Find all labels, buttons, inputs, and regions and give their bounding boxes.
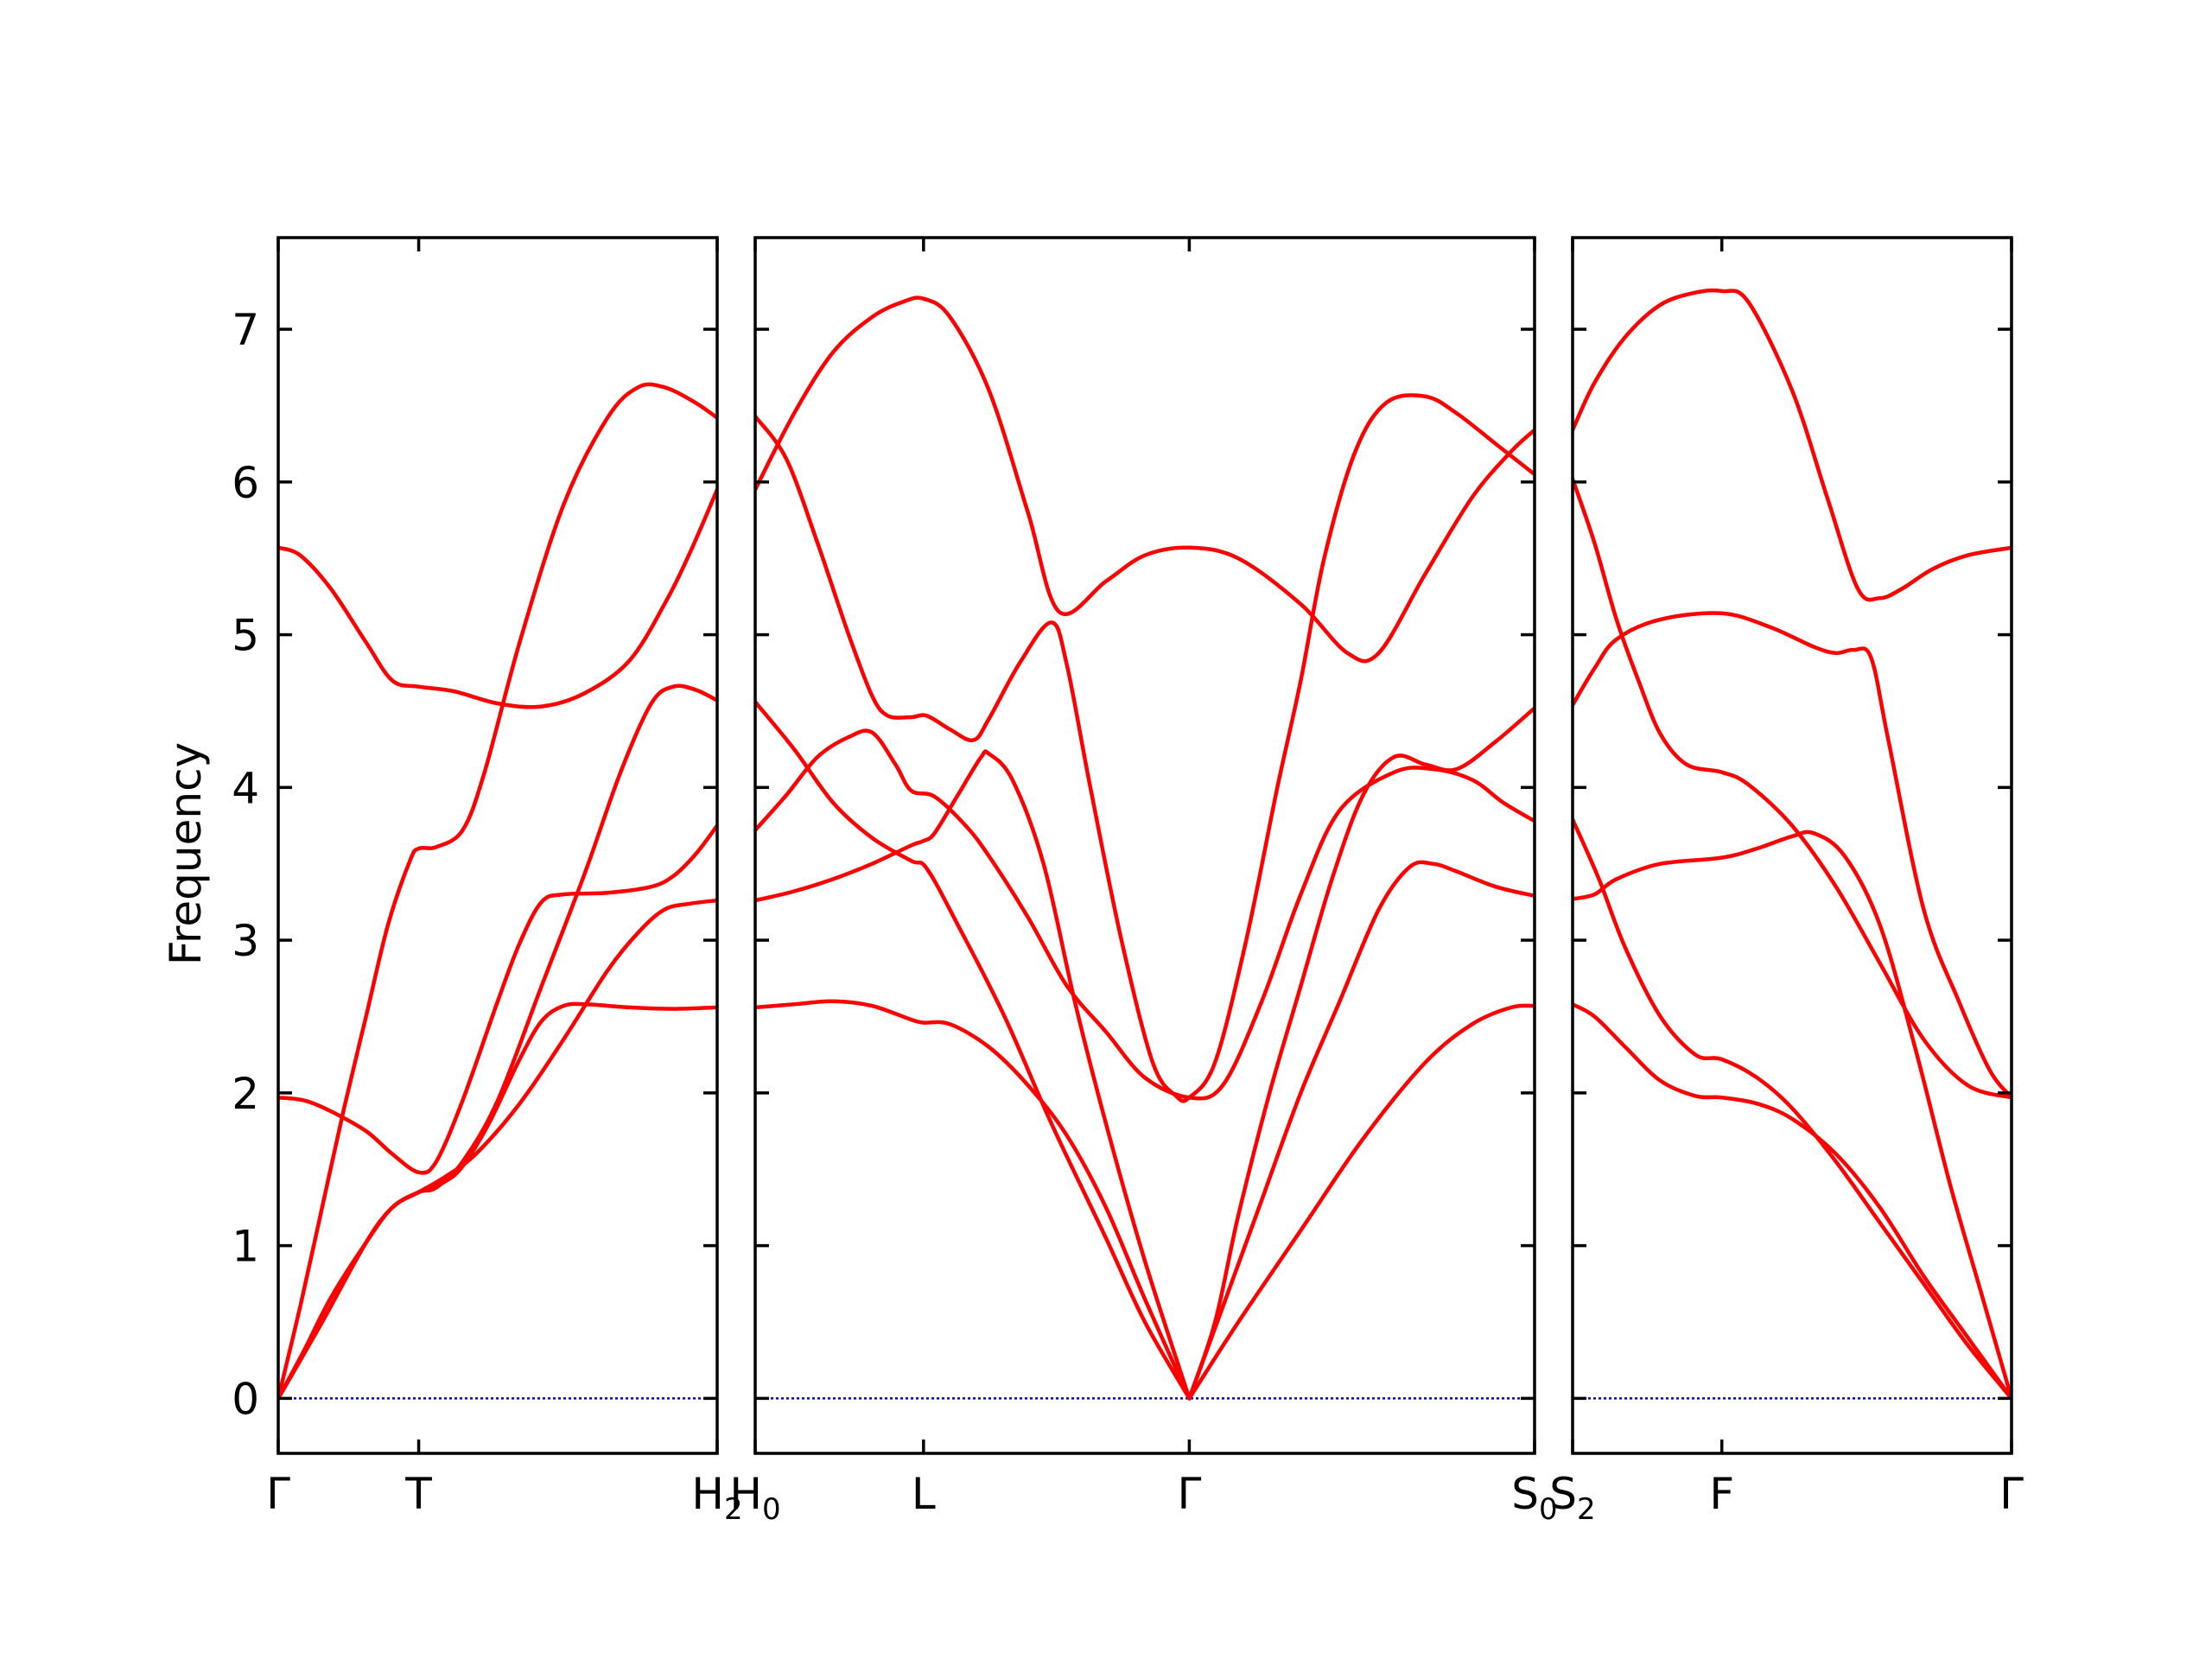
band-line-3 — [278, 823, 717, 1175]
x-tick-label: Γ — [1999, 1469, 2024, 1519]
band-line-6 — [1573, 1002, 2012, 1401]
panel-frame — [276, 236, 719, 1455]
x-tick-label: Γ — [266, 1469, 290, 1519]
y-tick-label: 0 — [232, 1374, 259, 1424]
band-line-2 — [278, 487, 717, 709]
band-line-1 — [278, 382, 717, 1401]
x-tick-label: F — [1709, 1469, 1734, 1519]
x-tick-label: H0 — [729, 1469, 780, 1527]
y-axis-label: Frequency — [161, 742, 211, 965]
band-lines — [1573, 288, 2012, 1401]
y-tick-label: 4 — [232, 763, 259, 813]
band-line-1 — [755, 296, 1535, 664]
band-line-3 — [755, 700, 1192, 1401]
x-tick-label: S0 — [1511, 1469, 1557, 1527]
y-tick-label: 3 — [232, 916, 259, 966]
y-tick-label: 1 — [232, 1222, 259, 1272]
x-tick-label: S2 — [1549, 1469, 1595, 1527]
y-tick-label: 5 — [232, 611, 259, 661]
band-line-5 — [755, 728, 1535, 1101]
band-lines — [755, 296, 1535, 1401]
x-tick-label: Γ — [1177, 1469, 1201, 1519]
band-line-9 — [1187, 1003, 1535, 1401]
y-tick-label: 7 — [232, 305, 259, 355]
band-line-3 — [1573, 611, 2012, 1100]
y-tick-label: 6 — [232, 458, 259, 508]
band-line-1 — [1573, 288, 2012, 602]
band-line-4 — [1573, 830, 2012, 1401]
band-line-4 — [1187, 706, 1535, 1401]
y-tick-label: 2 — [232, 1069, 259, 1119]
panel-1: 0 1 2 3 4 5 6 7 Γ T H2 — [232, 236, 743, 1527]
panel-frame — [753, 236, 1536, 1455]
panel-2: H0 L Γ S0 — [729, 236, 1558, 1527]
x-tick-label: L — [912, 1469, 936, 1519]
band-line-7 — [1187, 860, 1535, 1401]
band-line-6 — [278, 898, 717, 1401]
band-line-2 — [755, 393, 1535, 1103]
panel-3: S2 F Γ — [1549, 236, 2024, 1527]
band-lines — [278, 382, 717, 1401]
panel-frame — [1571, 236, 2013, 1455]
band-line-5 — [278, 1001, 717, 1401]
x-tick-label: H2 — [691, 1469, 742, 1527]
band-line-4 — [278, 683, 717, 1401]
x-tick-label: T — [404, 1469, 432, 1519]
band-line-2 — [1573, 477, 2012, 1100]
band-line-6 — [755, 749, 1192, 1401]
band-line-5 — [1573, 817, 2012, 1401]
band-line-8 — [755, 999, 1192, 1401]
